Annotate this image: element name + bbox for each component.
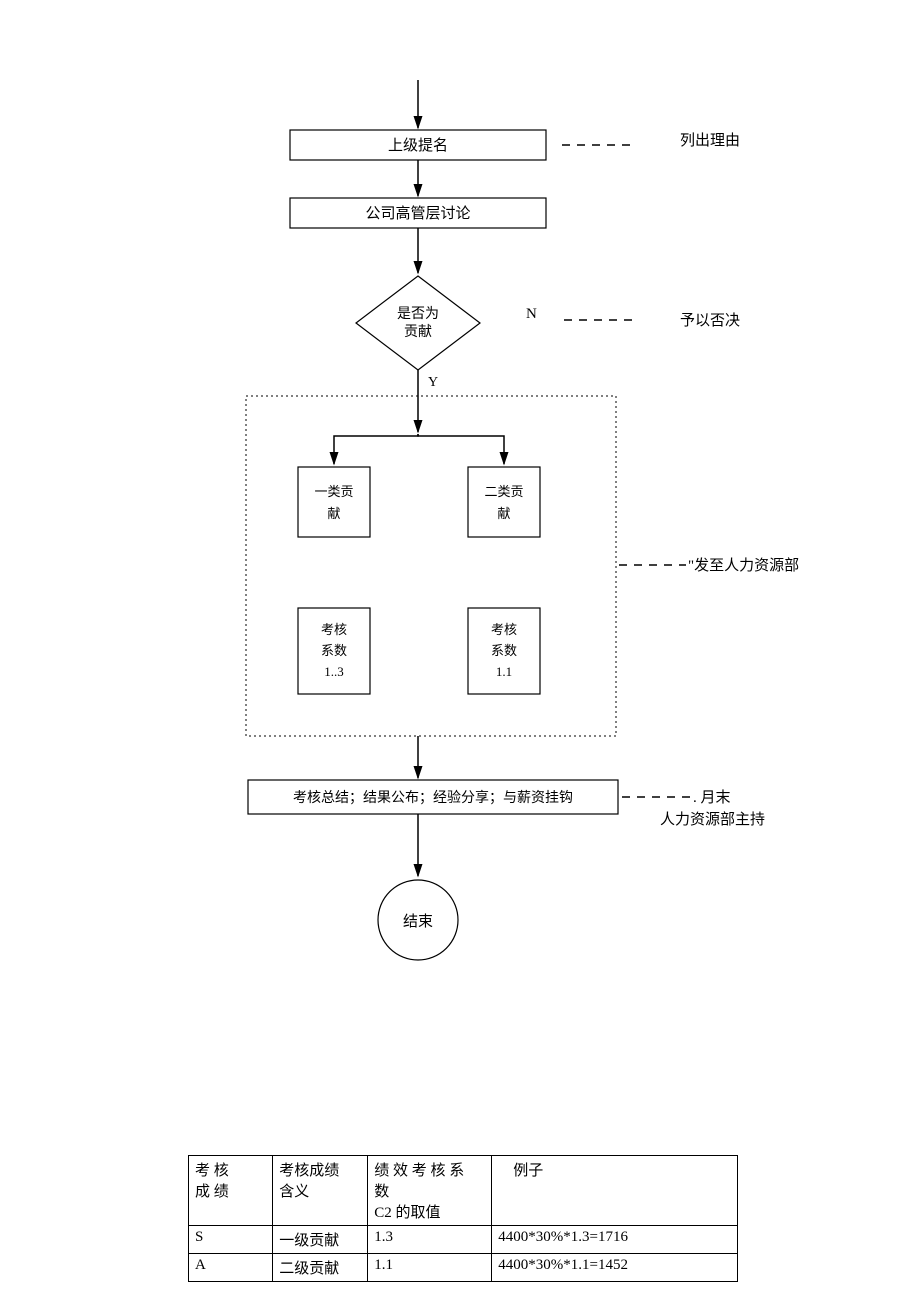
annotation-hr-host: 人力资源部主持 xyxy=(660,811,765,828)
node-decision xyxy=(356,276,480,370)
col2-h3: C2 的取值 xyxy=(374,1205,440,1221)
node-cat1-l1: 一类贡 xyxy=(314,484,353,499)
cell: 4400*30%*1.1=1452 xyxy=(492,1254,738,1282)
col2-h1: 绩 效 考 核 系 xyxy=(374,1163,464,1179)
table-row: A 二级贡献 1.1 4400*30%*1.1=1452 xyxy=(189,1254,738,1282)
node-discussion-label: 公司高管层讨论 xyxy=(365,205,470,222)
flowchart-diagram: 上级提名 列出理由 公司高管层讨论 是否为 贡献 N 予以否决 Y 一类贡 献 … xyxy=(0,0,920,1010)
table-row: S 一级贡献 1.3 4400*30%*1.3=1716 xyxy=(189,1226,738,1254)
col1-h1: 考核成绩 xyxy=(279,1163,339,1179)
col3-h1: 例子 xyxy=(513,1163,543,1179)
col0-h2: 成 绩 xyxy=(195,1184,229,1200)
col2-h2: 数 xyxy=(374,1184,389,1200)
edge-split-right xyxy=(418,434,504,464)
decision-n-label: N xyxy=(526,306,537,322)
node-end-label: 结束 xyxy=(403,913,433,930)
node-coef2-l2: 系数 xyxy=(491,643,517,658)
cell: 1.1 xyxy=(368,1254,492,1282)
cell: 二级贡献 xyxy=(273,1254,368,1282)
node-cat2-l2: 献 xyxy=(497,506,510,521)
annotation-month-end: . 月末 xyxy=(693,789,731,806)
node-coef2-l3: 1.1 xyxy=(496,664,512,679)
col1-h2: 含义 xyxy=(279,1184,309,1200)
decision-y-label: Y xyxy=(428,375,438,390)
table-header-row: 考 核 成 绩 考核成绩 含义 绩 效 考 核 系 数 C2 的取值 例子 xyxy=(189,1156,738,1226)
node-coef1-l3: 1..3 xyxy=(324,664,344,679)
edge-split-left xyxy=(334,434,418,464)
node-coef1-l1: 考核 xyxy=(321,622,347,637)
node-cat2-l1: 二类贡 xyxy=(484,484,523,499)
node-cat2 xyxy=(468,467,540,537)
annotation-reason: 列出理由 xyxy=(680,132,740,149)
node-coef2-l1: 考核 xyxy=(491,622,517,637)
node-cat1-l2: 献 xyxy=(327,506,340,521)
cell: S xyxy=(189,1226,273,1254)
cell: A xyxy=(189,1254,273,1282)
annotation-hr: "发至人力资源部 xyxy=(688,557,799,574)
node-decision-l2: 贡献 xyxy=(404,324,432,340)
coefficient-table: 考 核 成 绩 考核成绩 含义 绩 效 考 核 系 数 C2 的取值 例子 S … xyxy=(188,1155,738,1282)
node-cat1 xyxy=(298,467,370,537)
col0-h1: 考 核 xyxy=(195,1163,229,1179)
node-decision-l1: 是否为 xyxy=(397,306,439,322)
cell: 4400*30%*1.3=1716 xyxy=(492,1226,738,1254)
cell: 1.3 xyxy=(368,1226,492,1254)
node-summary-label: 考核总结；结果公布；经验分享；与薪资挂钩 xyxy=(293,789,573,806)
cell: 一级贡献 xyxy=(273,1226,368,1254)
node-coef1-l2: 系数 xyxy=(321,643,347,658)
node-nominate-label: 上级提名 xyxy=(388,137,448,154)
annotation-veto: 予以否决 xyxy=(680,312,740,329)
